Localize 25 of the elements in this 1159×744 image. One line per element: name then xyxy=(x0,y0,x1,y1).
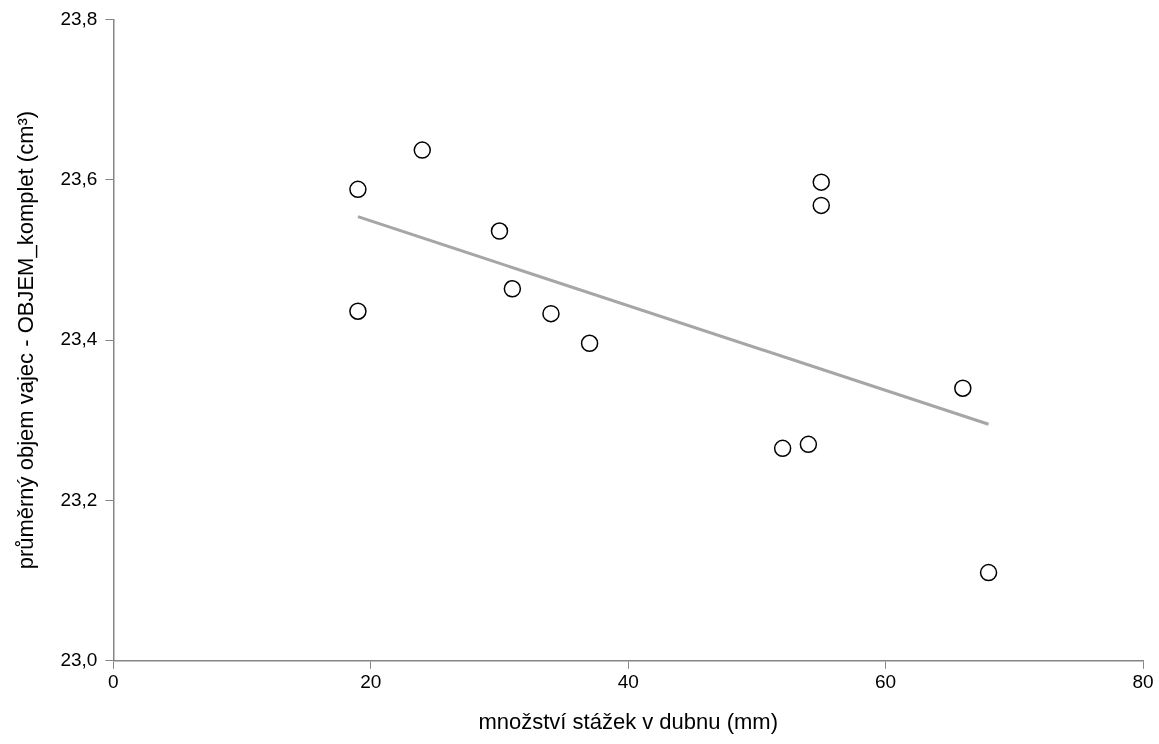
x-axis-title: množství stážek v dubnu (mm) xyxy=(478,708,778,734)
point xyxy=(954,379,972,397)
x-tick-label: 80 xyxy=(1132,671,1154,693)
point xyxy=(812,196,830,215)
y-tick-label: 23,6 xyxy=(60,167,98,189)
point xyxy=(349,302,367,320)
y-tick-label: 23,0 xyxy=(60,649,98,671)
point xyxy=(349,180,367,199)
point xyxy=(503,280,522,298)
y-tick-label: 23,8 xyxy=(60,7,98,29)
point xyxy=(799,435,818,454)
point xyxy=(413,141,432,159)
x-tick-label: 0 xyxy=(108,671,119,693)
x-tick-label: 40 xyxy=(617,671,639,693)
point xyxy=(979,563,998,582)
y-tick-label: 23,4 xyxy=(60,328,98,350)
y-axis-title: průměrný objem vajec - OBJEM_komplet (cm³) xyxy=(13,110,39,570)
point xyxy=(490,222,509,240)
x-tick-label: 20 xyxy=(360,671,382,693)
point xyxy=(773,439,792,458)
point xyxy=(580,334,599,353)
point xyxy=(542,304,560,323)
y-tick-label: 23,2 xyxy=(60,488,98,510)
x-tick-label: 60 xyxy=(875,671,897,693)
point xyxy=(812,173,830,191)
